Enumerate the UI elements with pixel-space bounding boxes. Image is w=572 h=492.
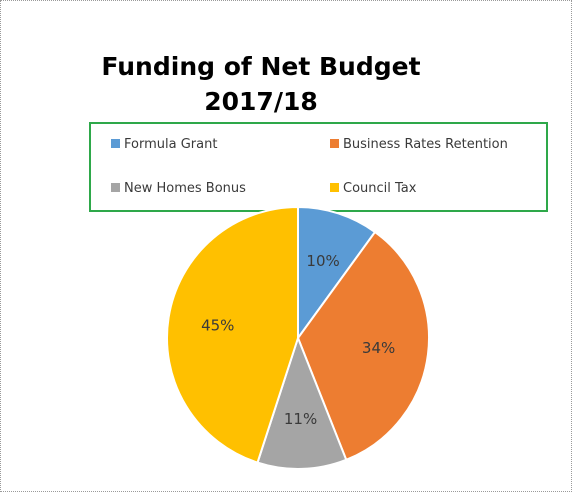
pie-slice-council-tax: [166, 205, 299, 464]
legend-swatch-formula-grant: [111, 139, 120, 148]
pie-slice-formula-grant: [297, 205, 377, 342]
chart-title-line-2: 2017/18: [204, 87, 318, 116]
data-label-business-rates-retention: 34%: [362, 339, 395, 357]
chart-title: Funding of Net Budget 2017/18: [91, 49, 431, 119]
legend-label-formula-grant: Formula Grant: [124, 137, 218, 152]
chart-legend: Formula Grant Business Rates Retention N…: [89, 122, 548, 212]
pie-slice-new-homes-bonus: [256, 335, 348, 470]
pie-slice-business-rates-retention: [296, 230, 430, 462]
pie-slices: [166, 205, 430, 470]
legend-item-council-tax: Council Tax: [330, 181, 416, 197]
legend-swatch-business-rates-retention: [330, 139, 339, 148]
legend-item-formula-grant: Formula Grant: [111, 137, 217, 153]
data-label-formula-grant: 10%: [306, 252, 339, 270]
legend-label-council-tax: Council Tax: [343, 181, 417, 196]
legend-item-business-rates-retention: Business Rates Retention: [330, 137, 508, 153]
data-label-council-tax: 45%: [201, 316, 234, 334]
legend-swatch-new-homes-bonus: [111, 183, 120, 192]
data-label-new-homes-bonus: 11%: [284, 410, 317, 428]
legend-swatch-council-tax: [330, 183, 339, 192]
chart-title-line-1: Funding of Net Budget: [101, 52, 421, 81]
legend-label-business-rates-retention: Business Rates Retention: [343, 137, 508, 152]
legend-label-new-homes-bonus: New Homes Bonus: [124, 181, 246, 196]
pie-data-labels: 10% 34% 11% 45%: [201, 252, 395, 428]
legend-item-new-homes-bonus: New Homes Bonus: [111, 181, 246, 197]
